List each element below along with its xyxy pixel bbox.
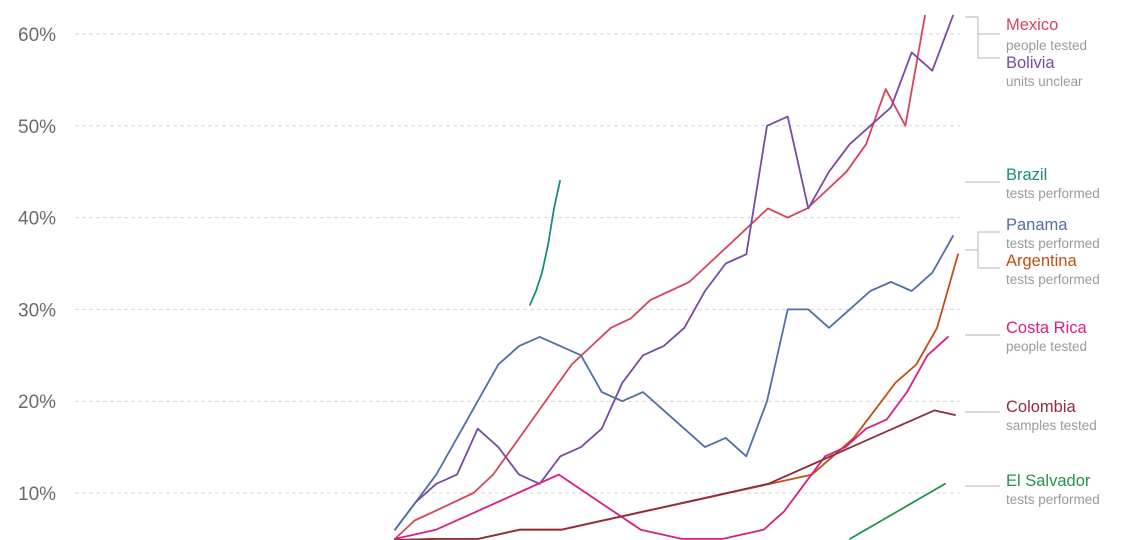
legend-leader-line: [977, 250, 1000, 269]
y-tick-label: 20%: [18, 392, 56, 413]
legend-name-bolivia: Bolivia: [1006, 54, 1055, 72]
legend-name-mexico: Mexico: [1006, 16, 1058, 34]
y-tick-label: 10%: [18, 484, 56, 505]
series-line-bolivia: [394, 14, 954, 531]
y-tick-label: 60%: [18, 25, 56, 46]
legend-leader-line: [965, 231, 1000, 251]
legend-leader-line: [977, 34, 1000, 59]
legend-name-costa-rica: Costa Rica: [1006, 319, 1088, 337]
legend-unit-brazil: tests performed: [1006, 186, 1100, 201]
y-tick-label: 40%: [18, 209, 56, 230]
legend-unit-panama: tests performed: [1006, 236, 1100, 251]
legend-unit-colombia: samples tested: [1006, 418, 1097, 433]
y-tick-label: 30%: [18, 300, 56, 321]
series-line-el-salvador: [849, 482, 946, 540]
legend-name-colombia: Colombia: [1006, 398, 1077, 416]
legend-name-argentina: Argentina: [1006, 252, 1077, 270]
series-layer: [394, 14, 959, 540]
series-line-mexico: [394, 14, 926, 540]
y-axis-ticks: 10% 20% 30% 40% 50% 60%: [18, 25, 56, 505]
legend-name-brazil: Brazil: [1006, 166, 1047, 184]
series-line-colombia: [394, 409, 956, 540]
grid-layer: [75, 33, 960, 494]
legend-unit-argentina: tests performed: [1006, 272, 1100, 287]
series-line-panama: [394, 235, 954, 531]
legend-unit-costa-rica: people tested: [1006, 339, 1087, 354]
legend-unit-bolivia: units unclear: [1006, 74, 1083, 89]
series-line-brazil: [529, 179, 561, 306]
series-line-costa-rica: [394, 335, 949, 540]
legend-name-el-salvador: El Salvador: [1006, 472, 1091, 490]
legend-leader-line: [965, 16, 1000, 35]
legend-unit-mexico: people tested: [1006, 38, 1087, 53]
legend-unit-el-salvador: tests performed: [1006, 492, 1100, 507]
legend-name-panama: Panama: [1006, 216, 1068, 234]
legend-leaders: [965, 16, 1000, 487]
y-tick-label: 50%: [18, 117, 56, 138]
